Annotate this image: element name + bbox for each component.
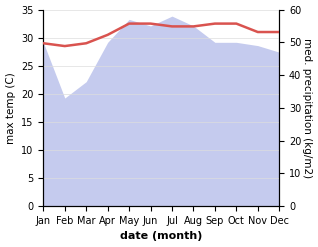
Y-axis label: med. precipitation (kg/m2): med. precipitation (kg/m2): [302, 38, 313, 178]
X-axis label: date (month): date (month): [120, 231, 203, 242]
Y-axis label: max temp (C): max temp (C): [5, 72, 16, 144]
